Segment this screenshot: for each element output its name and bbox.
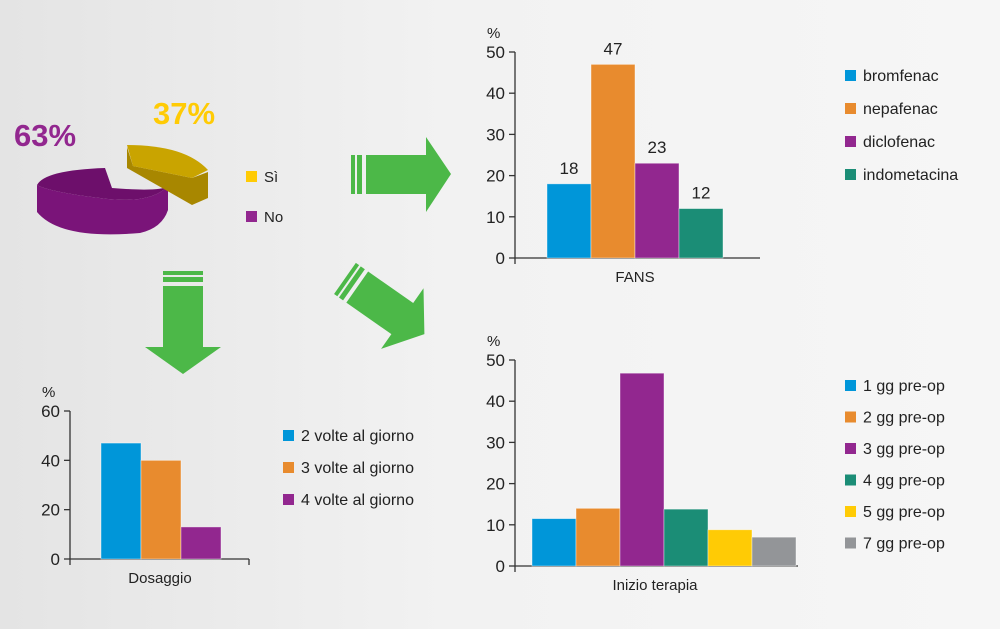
- y-tick-label: 0: [496, 249, 505, 268]
- bar-5-gg-pre-op: [707, 529, 753, 567]
- bar-2-volte-al-giorno: [100, 442, 142, 560]
- y-tick-label: 20: [41, 501, 60, 520]
- legend-swatch: [845, 103, 856, 114]
- bar-indometacina: [678, 208, 724, 259]
- legend-label: bromfenac: [863, 68, 939, 85]
- x-axis-label: Dosaggio: [128, 570, 191, 587]
- bar-2-gg-pre-op: [575, 507, 621, 567]
- bar-1-gg-pre-op: [531, 518, 577, 567]
- y-tick-label: 10: [486, 208, 505, 227]
- legend-swatch: [845, 443, 856, 454]
- legend-label-yes: Sì: [264, 169, 278, 186]
- y-tick-label: 30: [486, 433, 505, 452]
- pie-label-no: 63%: [14, 118, 76, 153]
- arrow-diagonal-icon: [334, 262, 425, 349]
- legend-swatch: [845, 169, 856, 180]
- y-tick-label: 40: [486, 84, 505, 103]
- data-label: 23: [648, 138, 667, 157]
- pie-slice-yes: [127, 145, 208, 178]
- legend-swatch: [845, 70, 856, 81]
- bar-bromfenac: [546, 183, 592, 259]
- y-tick-label: 10: [486, 516, 505, 535]
- y-tick-label: 40: [41, 451, 60, 470]
- arrow-down-icon: [145, 271, 221, 374]
- legend-swatch: [283, 462, 294, 473]
- y-tick-label: 50: [486, 43, 505, 62]
- legend-swatch: [845, 380, 856, 391]
- bar-nepafenac: [590, 63, 636, 259]
- legend-label: 3 gg pre-op: [863, 441, 945, 458]
- data-label: 47: [604, 39, 623, 58]
- y-tick-label: 20: [486, 475, 505, 494]
- legend-label-no: No: [264, 209, 283, 226]
- legend-swatch: [845, 136, 856, 147]
- fans-chart: % 0 10 20 30 40 50 18 bromfenac 47 nepafenac 23 dicl…: [486, 25, 958, 286]
- x-axis-label: FANS: [615, 269, 654, 286]
- y-tick-label: 0: [496, 557, 505, 576]
- inizio-terapia-chart: % 0 10 20 30 40 50 1 gg pre-op 2 gg pre-op 3 gg p…: [486, 333, 945, 594]
- legend-label: 1 gg pre-op: [863, 378, 945, 395]
- pie-chart: 63% 37% Sì No: [14, 96, 283, 235]
- legend-label: 7 gg pre-op: [863, 536, 945, 553]
- legend-label: 5 gg pre-op: [863, 504, 945, 521]
- legend-label: nepafenac: [863, 101, 938, 118]
- pie-label-yes: 37%: [153, 96, 215, 131]
- pie-slice-yes-side: [127, 147, 208, 205]
- y-tick-label: 0: [51, 550, 60, 569]
- legend-label: 2 volte al giorno: [301, 428, 414, 445]
- bar-4-gg-pre-op: [663, 508, 709, 567]
- data-label: 18: [560, 159, 579, 178]
- bar-4-volte-al-giorno: [180, 526, 222, 560]
- legend-label: indometacina: [863, 167, 958, 184]
- pie-slice-no-side: [37, 185, 168, 235]
- bar-3-volte-al-giorno: [140, 459, 182, 560]
- data-label: 12: [692, 184, 711, 203]
- x-axis-label: Inizio terapia: [612, 577, 698, 594]
- y-tick-label: 40: [486, 392, 505, 411]
- pie-slice-no: [37, 168, 168, 200]
- y-tick-label: 50: [486, 351, 505, 370]
- legend-swatch: [283, 494, 294, 505]
- legend-swatch: [845, 474, 856, 486]
- y-tick-label: 30: [486, 125, 505, 144]
- y-axis-unit-label: %: [487, 333, 500, 350]
- legend-swatch-yes: [246, 171, 257, 182]
- legend-label: diclofenac: [863, 134, 935, 151]
- y-axis-unit-label: %: [487, 25, 500, 42]
- dosaggio-chart: % 0 20 40 60 2 volte al giorno 3 volte al gior…: [41, 384, 414, 587]
- bar-7-gg-pre-op: [751, 536, 797, 567]
- legend-label: 4 volte al giorno: [301, 492, 414, 509]
- legend-swatch: [845, 506, 856, 517]
- arrow-right-icon: [351, 137, 451, 212]
- legend-label: 3 volte al giorno: [301, 460, 414, 477]
- y-tick-label: 20: [486, 167, 505, 186]
- legend-label: 2 gg pre-op: [863, 410, 945, 427]
- legend-swatch-no: [246, 211, 257, 222]
- legend-swatch: [845, 537, 856, 549]
- bar-3-gg-pre-op: [619, 372, 665, 567]
- legend-swatch: [845, 411, 856, 423]
- y-axis-unit-label: %: [42, 384, 55, 401]
- legend-swatch: [283, 430, 294, 441]
- y-tick-label: 60: [41, 402, 60, 421]
- legend-label: 4 gg pre-op: [863, 473, 945, 490]
- bar-diclofenac: [634, 162, 680, 259]
